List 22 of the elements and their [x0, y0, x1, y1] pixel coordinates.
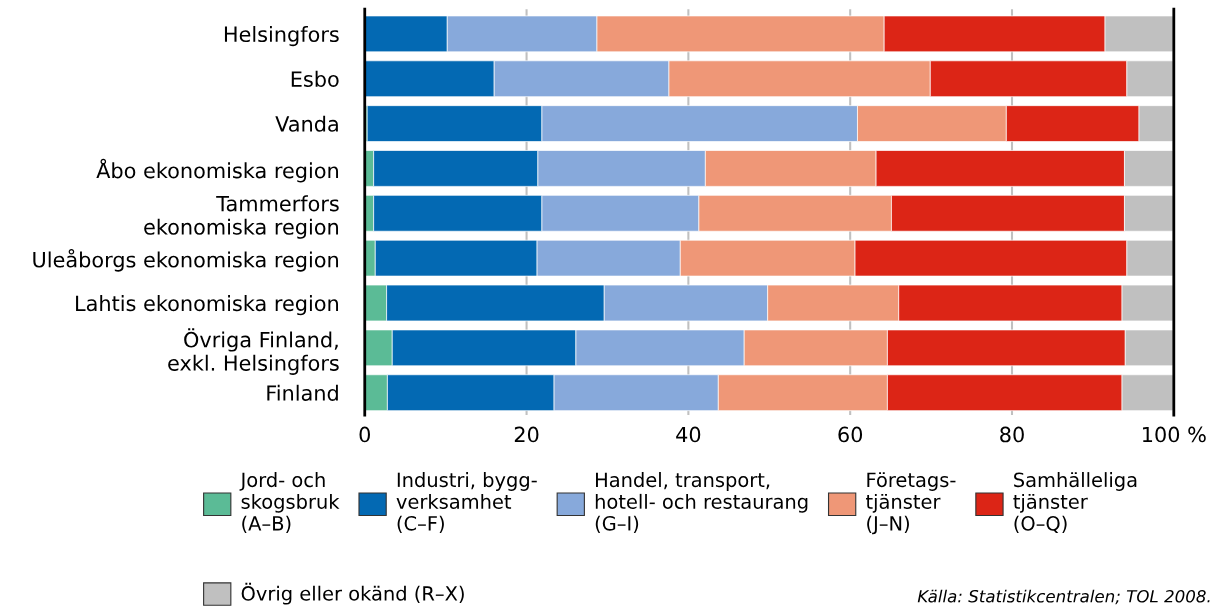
x-tick-label: 40 [676, 426, 701, 443]
y-tick-label: Övriga Finland, exkl. Helsingfors [168, 328, 339, 375]
x-tick-label: 0 [359, 426, 370, 443]
legend-label: Jord- och skogsbruk (A–B) [239, 472, 340, 533]
x-tick-label: 60 [838, 426, 863, 443]
y-tick-label: Finland [267, 384, 338, 401]
x-tick-label: 80 [1000, 426, 1024, 443]
legend-label: Handel, transport, hotell- och restaurang (G–I) [595, 472, 808, 533]
legend-label: Samhälleliga tjänster (O–Q) [1013, 472, 1137, 533]
y-tick-label: Lahtis ekonomiska region [76, 295, 338, 316]
text: Källa: Statistikcentralen; TOL 2008. [917, 589, 1210, 605]
y-tick-label: Esbo [291, 70, 339, 87]
y-tick-label: Helsingfors [224, 25, 339, 47]
x-tick-label: 100 % [1143, 426, 1206, 443]
legend-label: Övrig eller okänd (R–X) [241, 582, 464, 605]
y-tick-label: Vanda [275, 115, 338, 132]
y-tick-label: Tammerfors ekonomiska region [144, 195, 339, 239]
x-tick-label: 20 [514, 426, 539, 443]
y-tick-label: Åbo ekonomiska region [96, 158, 338, 183]
y-tick-label: Uleåborgs ekonomiska region [33, 249, 338, 272]
legend-label: Industri, bygg- verksamhet (C–F) [396, 472, 537, 533]
legend-label: Företags- tjänster (J–N) [866, 472, 956, 535]
